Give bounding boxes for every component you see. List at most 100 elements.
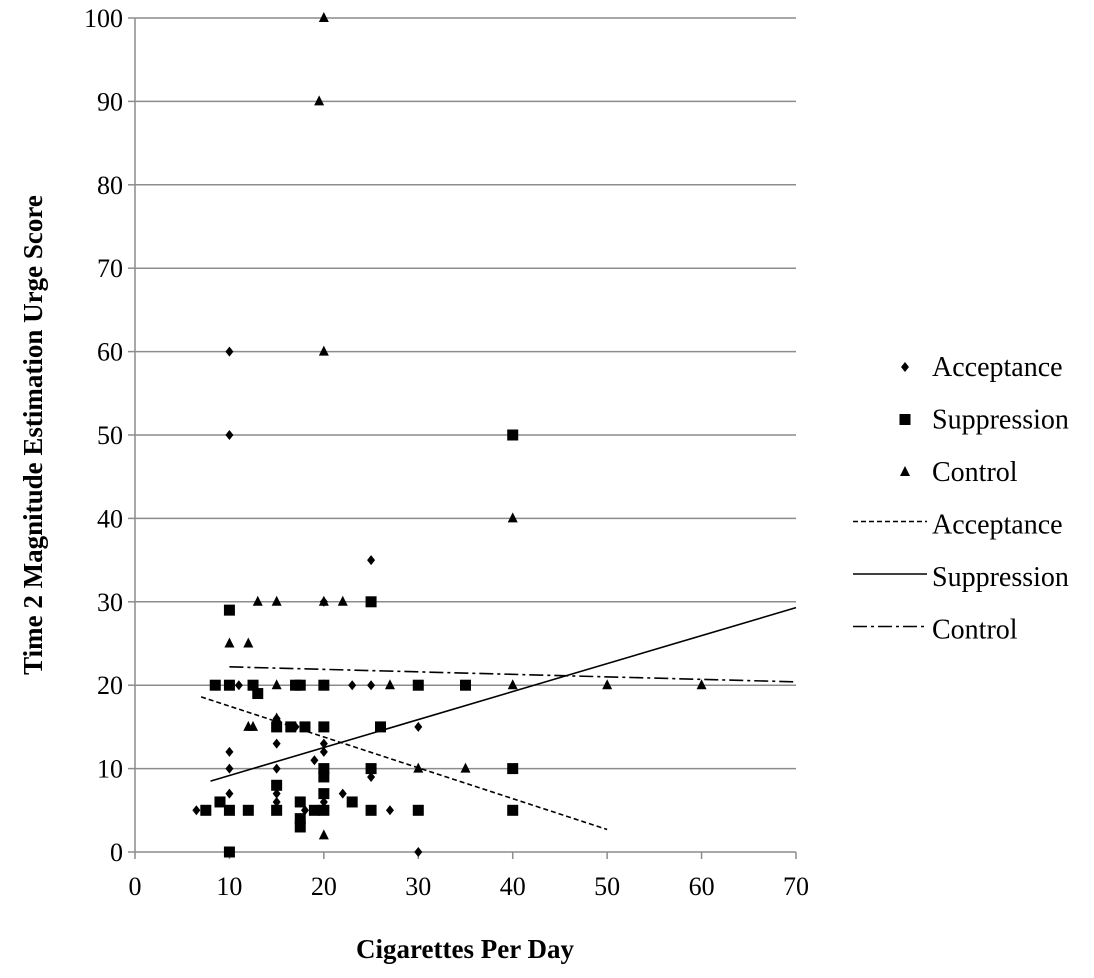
trendline-suppression xyxy=(210,606,797,782)
point-suppression xyxy=(285,721,297,733)
legend-square-marker xyxy=(899,414,911,425)
point-suppression xyxy=(412,804,424,816)
point-suppression xyxy=(271,804,283,816)
point-suppression xyxy=(200,804,212,816)
x-tick-label: 40 xyxy=(500,872,526,901)
point-suppression xyxy=(294,821,306,833)
x-tick-label: 20 xyxy=(311,872,337,901)
trendlines xyxy=(200,606,797,831)
point-control xyxy=(243,637,254,648)
point-control xyxy=(318,829,329,840)
point-control xyxy=(507,512,518,523)
point-suppression xyxy=(318,771,330,783)
point-control xyxy=(413,762,424,773)
point-suppression xyxy=(294,679,306,691)
point-acceptance xyxy=(300,805,309,816)
point-suppression xyxy=(318,721,330,733)
point-control xyxy=(318,679,329,690)
point-control xyxy=(271,595,282,606)
point-control xyxy=(460,762,471,773)
legend-label: Suppression xyxy=(932,405,1069,436)
y-tick-label: 90 xyxy=(97,87,123,116)
y-tick-label: 50 xyxy=(97,421,123,450)
point-acceptance xyxy=(348,680,357,691)
point-control xyxy=(507,679,518,690)
point-suppression xyxy=(223,846,235,858)
y-tick-label: 70 xyxy=(97,254,123,283)
point-suppression xyxy=(247,679,259,691)
legend: Acceptance Suppression Control Acceptance Su… xyxy=(853,352,1069,646)
y-tick-label: 0 xyxy=(110,838,123,867)
point-control xyxy=(271,679,282,690)
x-tick-label: 10 xyxy=(216,872,242,901)
x-tick-label: 70 xyxy=(783,872,809,901)
point-suppression xyxy=(308,804,320,816)
point-acceptance xyxy=(192,805,201,816)
y-tick-label: 20 xyxy=(97,671,123,700)
point-acceptance xyxy=(272,738,281,749)
point-acceptance xyxy=(225,430,234,440)
x-tick-labels: 0 10 20 30 40 50 60 70 xyxy=(129,872,810,901)
point-acceptance xyxy=(225,763,234,774)
point-suppression xyxy=(242,804,254,816)
point-suppression xyxy=(460,679,471,691)
point-acceptance xyxy=(319,796,328,807)
point-acceptance xyxy=(367,771,376,782)
x-tick-label: 60 xyxy=(689,872,715,901)
legend-label: Acceptance xyxy=(932,352,1063,383)
point-suppression xyxy=(299,721,311,733)
trendline-acceptance xyxy=(200,696,608,831)
point-control xyxy=(318,12,329,22)
point-suppression xyxy=(507,429,519,441)
point-control xyxy=(271,712,282,723)
point-suppression xyxy=(271,721,283,733)
point-acceptance xyxy=(310,755,319,766)
point-acceptance xyxy=(272,796,281,807)
point-control xyxy=(384,679,395,690)
point-suppression xyxy=(346,796,358,808)
point-acceptance xyxy=(367,680,376,691)
y-tick-label: 10 xyxy=(97,755,123,784)
y-tick-labels: 0 10 20 30 40 50 60 70 80 90 100 xyxy=(84,4,123,867)
point-acceptance xyxy=(225,788,234,799)
x-axis-title: Cigarettes Per Day xyxy=(356,934,574,964)
y-tick-label: 40 xyxy=(97,504,123,533)
point-suppression xyxy=(365,596,377,608)
gridlines xyxy=(128,17,796,853)
point-control xyxy=(602,679,613,690)
point-suppression xyxy=(318,788,330,800)
point-suppression xyxy=(365,763,377,775)
point-acceptance xyxy=(225,346,234,357)
point-control xyxy=(337,595,348,606)
point-suppression xyxy=(294,796,306,808)
point-suppression xyxy=(223,679,235,691)
point-suppression xyxy=(507,763,519,775)
point-control xyxy=(696,679,707,690)
legend-diamond-marker xyxy=(901,362,909,372)
point-control xyxy=(252,595,263,606)
y-tick-label: 80 xyxy=(97,171,123,200)
point-acceptance xyxy=(414,847,423,857)
point-control xyxy=(248,720,259,731)
axes xyxy=(134,18,797,859)
y-tick-label: 60 xyxy=(97,338,123,367)
point-acceptance xyxy=(385,805,394,816)
trendline-control xyxy=(229,666,797,683)
point-acceptance xyxy=(272,788,281,799)
point-suppression xyxy=(252,688,264,700)
point-acceptance xyxy=(367,555,376,566)
point-acceptance xyxy=(414,721,423,732)
point-suppression xyxy=(294,813,306,825)
x-tick-label: 30 xyxy=(405,872,431,901)
point-suppression xyxy=(223,604,235,616)
point-suppression xyxy=(271,779,283,791)
point-acceptance xyxy=(319,738,328,749)
point-suppression xyxy=(365,804,377,816)
point-control xyxy=(224,637,235,648)
legend-label: Suppression xyxy=(932,562,1069,593)
x-tick-label: 50 xyxy=(594,872,620,901)
legend-label: Control xyxy=(932,457,1018,488)
point-acceptance xyxy=(272,763,281,774)
point-control xyxy=(318,345,329,356)
